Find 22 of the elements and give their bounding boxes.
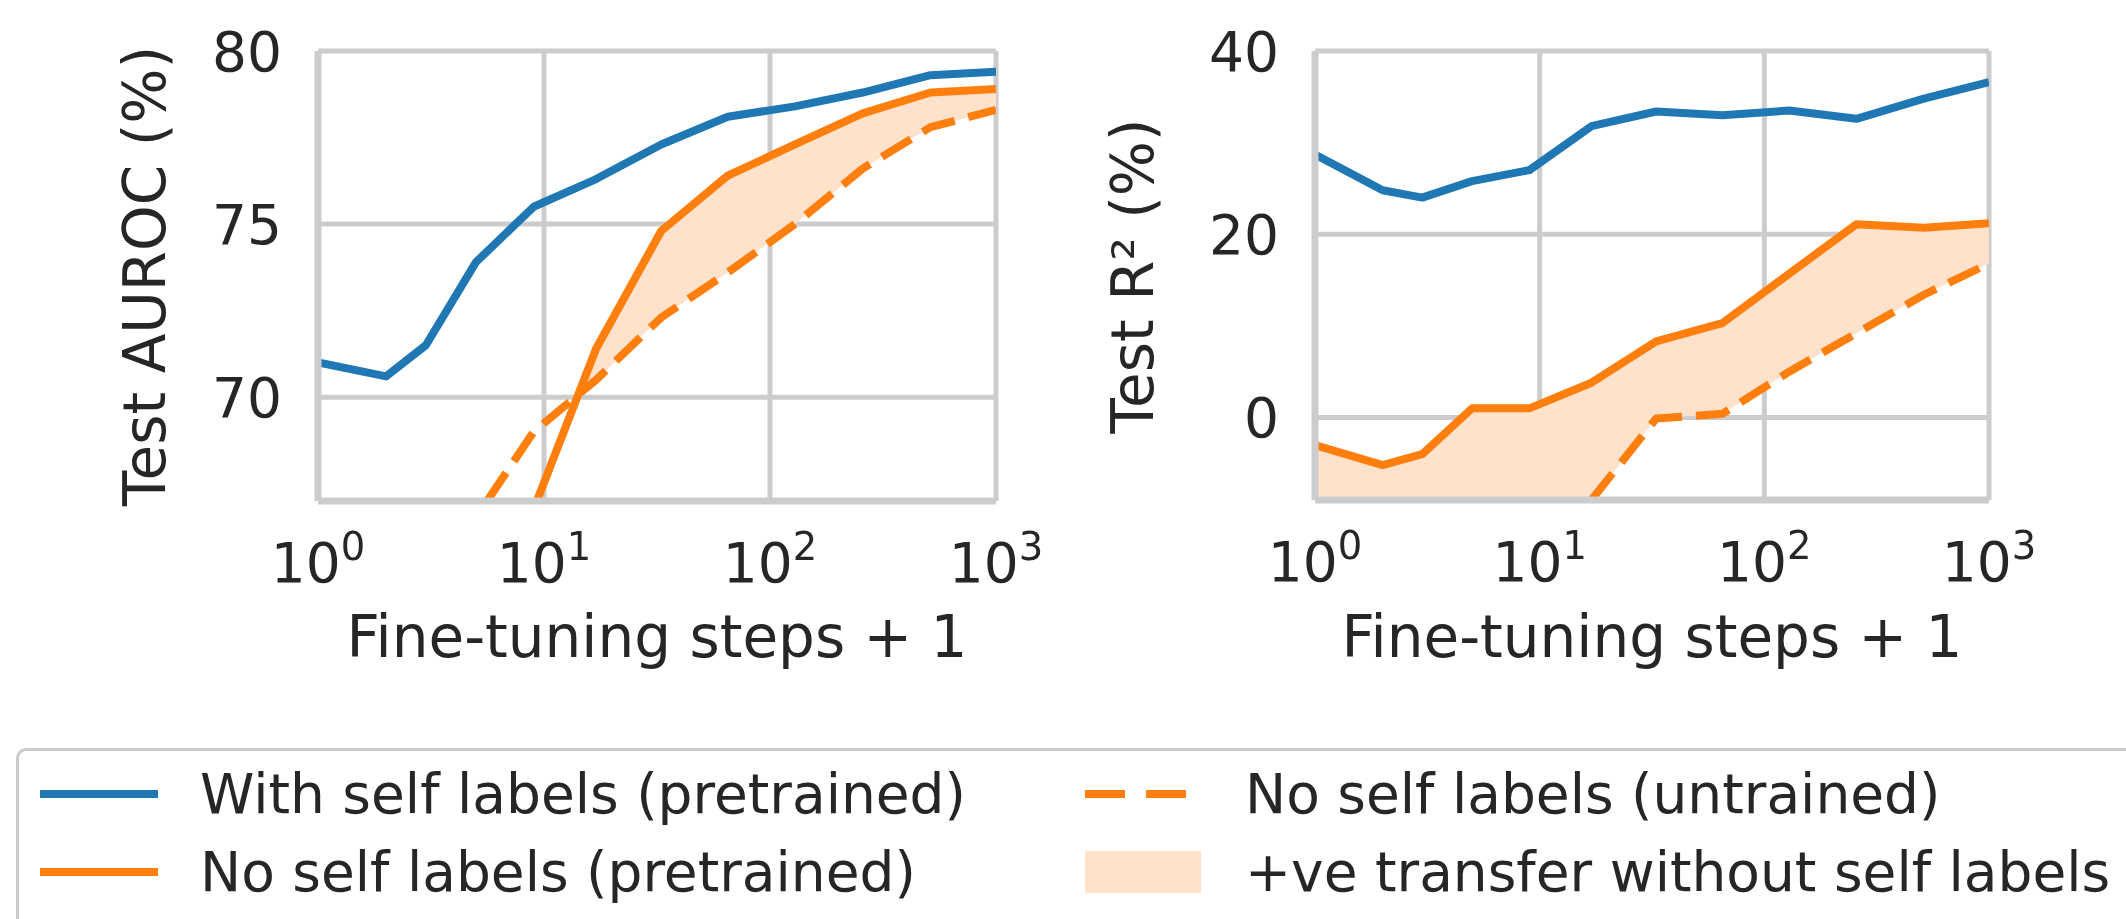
x-tick-label: 10$^{2}$	[1717, 522, 1812, 594]
legend-label: No self labels (pretrained)	[200, 839, 916, 906]
y-tick-label: 20	[1209, 203, 1279, 268]
legend-label: No self labels (untrained)	[1245, 761, 1941, 828]
y-tick-label: 70	[212, 365, 282, 430]
x-tick-label: 10$^{3}$	[1941, 522, 2037, 594]
y-tick-label: 0	[1244, 386, 1279, 451]
y-tick-label: 75	[212, 192, 282, 257]
x-tick-label: 10$^{0}$	[270, 523, 366, 595]
x-tick-label: 10$^{3}$	[948, 523, 1044, 595]
x-tick-label: 10$^{1}$	[1492, 522, 1587, 594]
x-axis-title: Fine-tuning steps + 1	[346, 603, 968, 671]
y-tick-label: 40	[1209, 19, 1279, 84]
x-tick-label: 10$^{1}$	[496, 523, 592, 595]
x-axis-title: Fine-tuning steps + 1	[1341, 603, 1963, 671]
legend-label: +ve transfer without self labels	[1245, 839, 2111, 906]
x-tick-label: 10$^{0}$	[1267, 522, 1363, 594]
x-tick-label: 10$^{2}$	[722, 523, 818, 595]
y-tick-label: 80	[212, 19, 282, 84]
legend-label: With self labels (pretrained)	[200, 761, 966, 828]
y-axis-title: Test AUROC (%)	[111, 45, 179, 507]
y-axis-title: Test R² (%)	[1099, 117, 1167, 434]
